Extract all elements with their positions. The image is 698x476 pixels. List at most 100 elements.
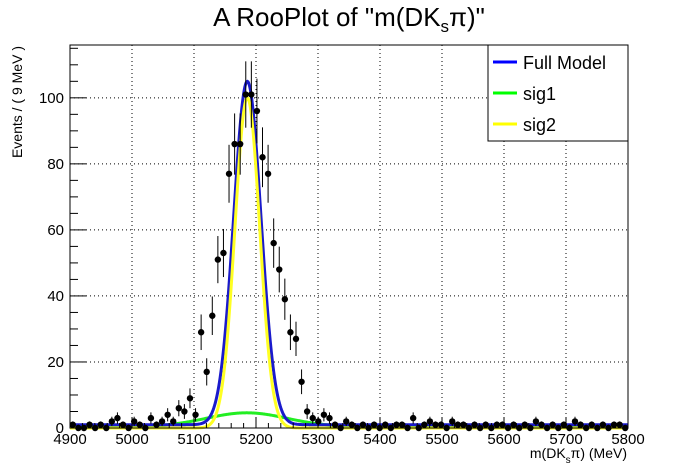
data-point <box>69 421 76 428</box>
x-tick-label-4900: 4900 <box>53 431 86 448</box>
data-point-marker <box>359 421 367 428</box>
data-point-marker <box>571 418 579 425</box>
data-point-marker <box>421 421 428 428</box>
data-point <box>449 416 456 427</box>
data-point <box>281 278 289 320</box>
data-point-marker <box>130 418 138 425</box>
data-point-marker <box>370 421 378 428</box>
data-point <box>236 113 244 175</box>
y-tick-label-80: 80 <box>47 156 64 173</box>
data-point <box>454 421 462 428</box>
y-axis-label: Events / ( 9 MeV ) <box>9 46 25 158</box>
legend-label-sig2: sig2 <box>523 115 556 135</box>
data-point-marker <box>292 335 300 343</box>
data-point <box>493 421 501 428</box>
data-point <box>158 416 166 427</box>
data-point-marker <box>248 91 255 98</box>
data-point-marker <box>69 421 76 428</box>
data-point-marker <box>343 418 350 425</box>
data-point-marker <box>320 411 328 418</box>
x-tick-label-5000: 5000 <box>115 431 148 448</box>
data-point <box>370 421 378 428</box>
data-point <box>432 421 439 428</box>
data-point-marker <box>164 411 171 418</box>
data-point-marker <box>577 421 584 428</box>
x-tick-label-5500: 5500 <box>425 431 458 448</box>
data-point <box>421 421 428 428</box>
data-point <box>276 246 283 293</box>
x-axis-label-prefix: m(DK <box>530 445 566 461</box>
x-axis-label: m(DKsπ) (MeV) <box>530 445 627 466</box>
data-point-marker <box>460 421 467 428</box>
y-tick-label-60: 60 <box>47 222 64 239</box>
data-point <box>326 412 333 424</box>
data-point <box>259 127 266 188</box>
data-point <box>147 412 155 424</box>
data-point-marker <box>532 418 540 425</box>
data-point <box>348 421 355 428</box>
data-point <box>287 314 294 351</box>
data-point <box>264 144 272 203</box>
data-point <box>320 408 328 422</box>
data-point <box>309 412 316 424</box>
data-point-marker <box>225 170 233 177</box>
curve-sig2 <box>70 96 628 430</box>
data-point <box>510 421 517 428</box>
data-point-marker <box>510 421 517 428</box>
x-axis-label-suffix: π) (MeV) <box>571 445 627 461</box>
data-point <box>460 421 467 428</box>
data-point <box>571 416 579 427</box>
data-point-marker <box>303 408 311 415</box>
data-point <box>437 421 445 428</box>
data-point <box>220 228 227 278</box>
data-point <box>170 416 177 427</box>
data-point-marker <box>521 421 528 428</box>
data-point-marker <box>309 414 316 422</box>
chart-title-prefix: A RooPlot of "m(DK <box>213 2 441 32</box>
data-point-marker <box>499 421 506 428</box>
data-point <box>209 296 216 335</box>
data-point-marker <box>253 107 261 115</box>
data-point-marker <box>214 256 222 263</box>
data-point-marker <box>136 421 143 428</box>
data-point-marker <box>393 421 400 428</box>
data-point-marker <box>236 140 244 148</box>
data-point <box>482 421 489 428</box>
plot-frame <box>69 44 629 429</box>
data-point <box>298 369 305 395</box>
data-point <box>248 61 255 128</box>
y-tick-label-40: 40 <box>47 288 64 305</box>
data-point-marker <box>298 378 305 385</box>
data-point-marker <box>287 329 294 336</box>
data-point-marker <box>610 421 618 428</box>
x-tick-labels: 4900 5000 5100 5200 5300 5400 5500 5600 5700 5800 <box>53 431 644 448</box>
legend: Full Model sig1 sig2 <box>487 44 629 142</box>
data-point <box>119 421 127 428</box>
x-tick-label-5700: 5700 <box>549 431 582 448</box>
data-point-marker <box>147 414 155 422</box>
data-point <box>231 113 238 175</box>
data-point <box>214 236 222 284</box>
x-tick-label-5800: 5800 <box>611 431 644 448</box>
data-point <box>253 78 261 144</box>
data-point-marker <box>348 421 355 428</box>
data-point-marker <box>259 154 266 161</box>
data-point-marker <box>114 414 121 422</box>
data-point-marker <box>493 421 501 428</box>
data-point-marker <box>192 411 199 418</box>
data-point-marker <box>281 296 289 303</box>
data-point-marker <box>197 329 205 336</box>
data-point <box>521 421 528 428</box>
data-points <box>69 61 629 432</box>
data-point-marker <box>181 408 188 415</box>
data-point-marker <box>471 421 478 428</box>
data-point-marker <box>426 418 434 425</box>
data-point <box>588 421 595 428</box>
data-point-marker <box>264 170 272 177</box>
x-tick-label-5300: 5300 <box>301 431 334 448</box>
data-point-marker <box>449 418 456 425</box>
data-point-marker <box>231 140 238 148</box>
data-point-marker <box>270 239 277 247</box>
data-point-marker <box>86 421 93 428</box>
data-point <box>471 421 478 428</box>
